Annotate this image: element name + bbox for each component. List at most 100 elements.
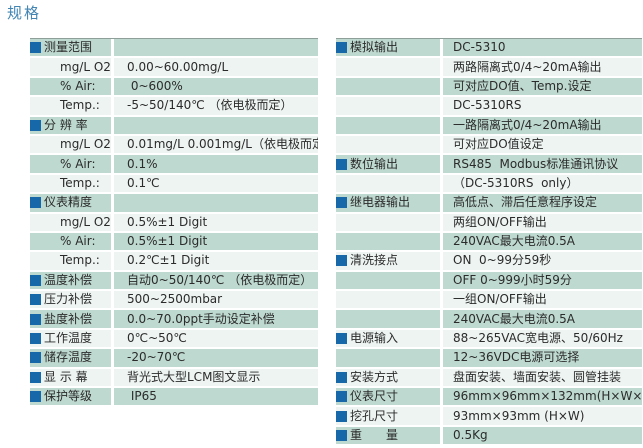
spec-value: 12~36VDC电源可选择 bbox=[440, 349, 642, 367]
spec-row: 重 量 0.5Kg bbox=[336, 426, 642, 447]
spec-label: 测量范围 bbox=[30, 39, 111, 56]
spec-label-text: % Air: bbox=[60, 234, 96, 249]
blue-square-bullet-icon bbox=[336, 333, 347, 345]
spec-label-text: 储存温度 bbox=[44, 350, 93, 365]
blue-square-bullet-icon bbox=[30, 333, 41, 345]
spec-row: 一路隔离式0/4~20mA输出 bbox=[336, 116, 642, 136]
blue-square-bullet-icon bbox=[336, 158, 347, 170]
spec-value: 500~2500mbar bbox=[111, 291, 318, 309]
spec-label: Temp.: bbox=[30, 252, 111, 269]
spec-row: mg/L O2: 0.01mg/L 0.001mg/L（依电极而定） bbox=[30, 135, 318, 156]
spec-value: 一组ON/OFF输出 bbox=[440, 291, 642, 309]
spec-value: 一路隔离式0/4~20mA输出 bbox=[440, 116, 642, 134]
spec-row: 保护等级 IP65 bbox=[30, 388, 318, 408]
spec-label: 重 量 bbox=[336, 427, 440, 444]
spec-value: 0.5Kg bbox=[440, 426, 642, 445]
spec-value: OFF 0~999小时59分 bbox=[440, 271, 642, 290]
spec-label: 工作温度 bbox=[30, 330, 111, 347]
spec-row: 可对应DO值、Temp.设定 bbox=[336, 77, 642, 98]
spec-label-text: Temp.: bbox=[60, 98, 100, 113]
spec-label-text: 电源输入 bbox=[350, 331, 399, 346]
spec-value: 0.0~70.0ppt手动设定补偿 bbox=[111, 310, 318, 328]
spec-label: 储存温度 bbox=[30, 349, 111, 366]
spec-row: 240VAC最大电流0.5A bbox=[336, 232, 642, 253]
spec-label: 清洗接点 bbox=[336, 252, 440, 269]
spec-label: 仪表精度 bbox=[30, 194, 111, 211]
spec-value bbox=[111, 194, 318, 212]
spec-value: 96mm×96mm×132mm(H×W×D) bbox=[440, 388, 642, 406]
spec-row: % Air: 0.5%±1 Digit bbox=[30, 232, 318, 253]
spec-label bbox=[336, 233, 440, 250]
spec-label-text: 分 辨 率 bbox=[44, 117, 88, 132]
blue-square-bullet-icon bbox=[30, 294, 41, 306]
spec-value: 盘面安装、墙面安装、圆管挂装 bbox=[440, 368, 642, 387]
spec-label-text: 清洗接点 bbox=[350, 253, 399, 268]
spec-value: 0℃~50℃ bbox=[111, 329, 318, 348]
spec-value: 0.00~60.00mg/L bbox=[111, 58, 318, 76]
spec-label-text: 模拟输出 bbox=[350, 40, 399, 55]
spec-label-text: 压力补偿 bbox=[44, 292, 93, 307]
spec-value: 可对应DO值、Temp.设定 bbox=[440, 77, 642, 96]
spec-label: 继电器输出 bbox=[336, 194, 440, 211]
blue-square-bullet-icon bbox=[336, 410, 347, 422]
spec-label: mg/L O2: bbox=[30, 58, 115, 75]
spec-row: % Air: 0.1% bbox=[30, 155, 318, 175]
spec-label: % Air: bbox=[30, 78, 111, 95]
left-spec-table: 测量范围 mg/L O2: 0.00~60.00mg/L% Air: 0~600% T… bbox=[30, 38, 318, 408]
spec-label-text: 仪表精度 bbox=[44, 195, 93, 210]
spec-label-text: 数位输出 bbox=[350, 156, 399, 171]
spec-value: DC-5310 bbox=[440, 39, 642, 57]
spec-label: 数位输出 bbox=[336, 155, 440, 172]
spec-label bbox=[336, 136, 440, 153]
spec-row: 仪表尺寸 96mm×96mm×132mm(H×W×D) bbox=[336, 388, 642, 408]
spec-label: mg/L O2: bbox=[30, 214, 115, 231]
spec-row: 挖孔尺寸 93mm×93mm (H×W) bbox=[336, 407, 642, 427]
spec-label: 模拟输出 bbox=[336, 39, 440, 56]
spec-row: 清洗接点 ON 0~99分59秒 bbox=[336, 252, 642, 272]
spec-label-text: 温度补偿 bbox=[44, 272, 93, 287]
spec-label: Temp.: bbox=[30, 97, 111, 114]
spec-row: DC-5310RS bbox=[336, 97, 642, 117]
spec-label-text: 保护等级 bbox=[44, 389, 93, 404]
spec-label-text: % Air: bbox=[60, 156, 96, 171]
spec-label bbox=[336, 78, 440, 95]
spec-label: 仪表尺寸 bbox=[336, 388, 440, 405]
spec-label bbox=[336, 214, 440, 231]
blue-square-bullet-icon bbox=[336, 391, 347, 403]
spec-value: 240VAC最大电流0.5A bbox=[440, 310, 642, 328]
spec-value: （DC-5310RS only） bbox=[440, 174, 642, 193]
blue-square-bullet-icon bbox=[30, 352, 41, 364]
right-spec-table: 模拟输出 DC-5310 两路隔离式0/4~20mA输出 可对应DO值、Temp.设定… bbox=[336, 38, 642, 447]
spec-row: mg/L O2: 0.00~60.00mg/L bbox=[30, 58, 318, 78]
spec-row: 压力补偿 500~2500mbar bbox=[30, 291, 318, 311]
spec-label bbox=[336, 272, 440, 289]
spec-value: IP65 bbox=[111, 388, 318, 406]
blue-square-bullet-icon bbox=[30, 313, 41, 325]
spec-value: 两路隔离式0/4~20mA输出 bbox=[440, 58, 642, 76]
spec-label: 安装方式 bbox=[336, 369, 440, 386]
spec-label-text: Temp.: bbox=[60, 175, 100, 190]
spec-label-text: 测量范围 bbox=[44, 40, 93, 55]
spec-value: 高低点、滞后任意程序设定 bbox=[440, 194, 642, 212]
spec-row: OFF 0~999小时59分 bbox=[336, 271, 642, 292]
spec-label: % Air: bbox=[30, 233, 111, 250]
spec-label: 挖孔尺寸 bbox=[336, 407, 440, 424]
spec-value: 0~600% bbox=[111, 77, 318, 96]
spec-value: 0.1℃ bbox=[111, 174, 318, 193]
spec-row: 继电器输出 高低点、滞后任意程序设定 bbox=[336, 194, 642, 214]
spec-label-text: Temp.: bbox=[60, 253, 100, 268]
blue-square-bullet-icon bbox=[30, 42, 41, 54]
spec-label: 显 示 幕 bbox=[30, 369, 111, 386]
spec-label: 电源输入 bbox=[336, 330, 440, 347]
blue-square-bullet-icon bbox=[30, 119, 41, 131]
spec-row: 240VAC最大电流0.5A bbox=[336, 310, 642, 330]
spec-label bbox=[336, 291, 440, 308]
spec-label bbox=[336, 58, 440, 75]
spec-label-text: 仪表尺寸 bbox=[350, 389, 399, 404]
spec-row: 储存温度 -20~70℃ bbox=[30, 349, 318, 369]
spec-label-text: 挖孔尺寸 bbox=[350, 408, 399, 423]
spec-row: mg/L O2: 0.5%±1 Digit bbox=[30, 213, 318, 233]
spec-value: 93mm×93mm (H×W) bbox=[440, 407, 642, 425]
spec-value: 0.5%±1 Digit bbox=[111, 213, 318, 231]
spec-value: 88~265VAC宽电源、50/60Hz bbox=[440, 329, 642, 348]
